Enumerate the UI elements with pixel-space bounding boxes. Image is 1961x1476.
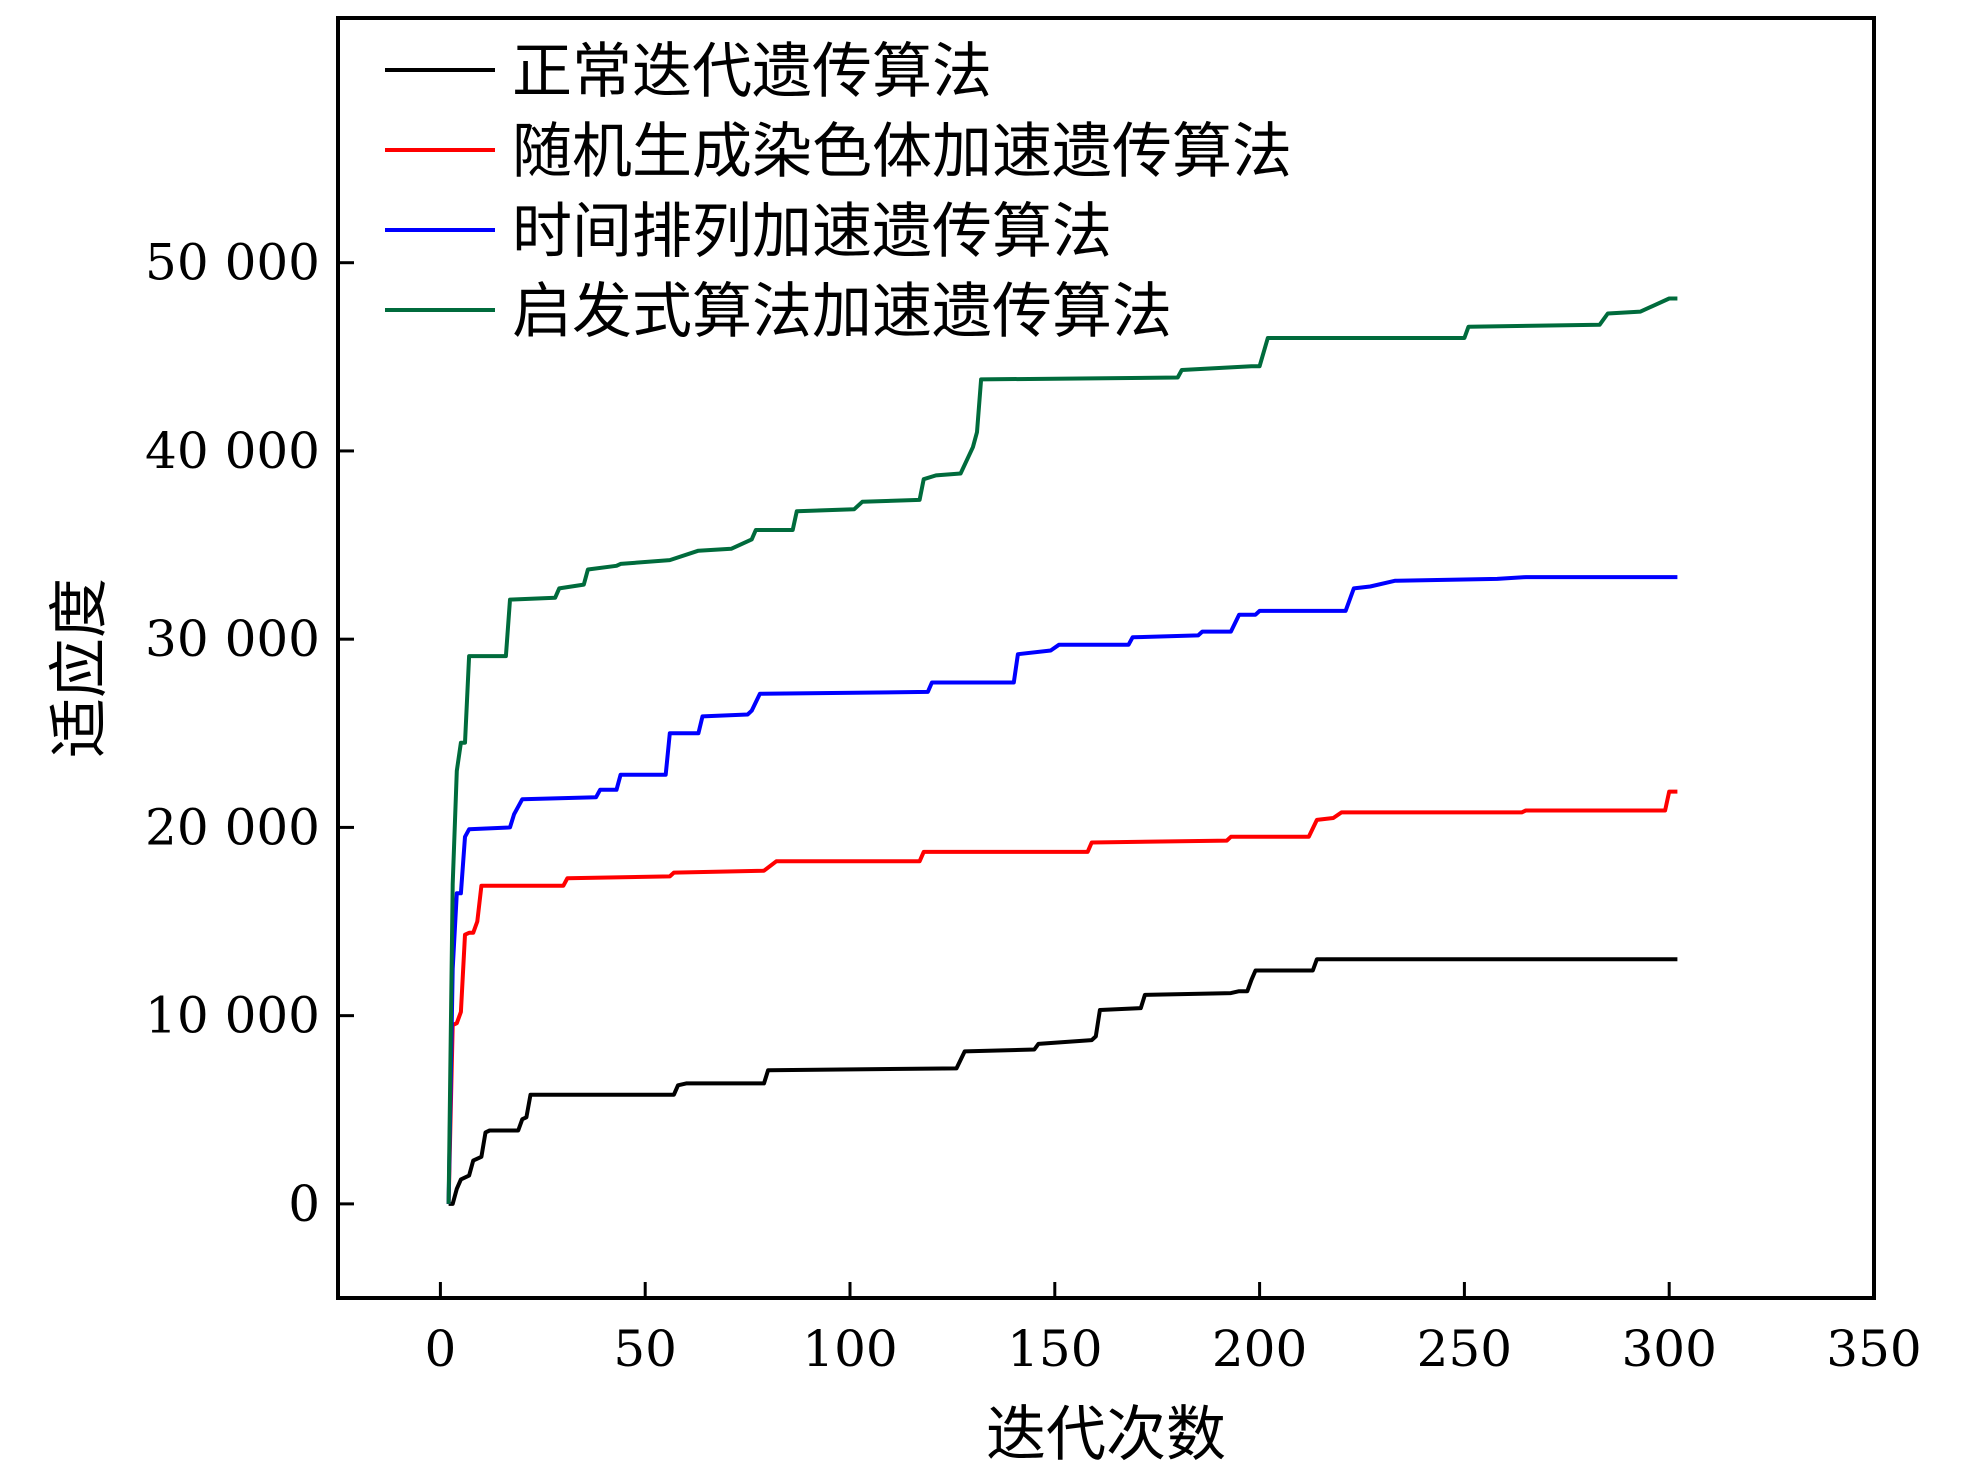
x-tick-label: 350 (1826, 1320, 1921, 1378)
legend-label-2: 随机生成染色体加速遗传算法 (512, 117, 1292, 187)
plot-frame (336, 16, 1876, 1300)
legend-label-3: 时间排列加速遗传算法 (512, 197, 1112, 267)
series-line-3 (446, 575, 1678, 1204)
y-tick-label: 40 000 (145, 422, 320, 480)
y-tick-label: 0 (288, 1175, 320, 1233)
y-tick-label: 30 000 (145, 610, 320, 668)
series-line-2 (446, 789, 1678, 1204)
y-tick-label: 10 000 (145, 987, 320, 1045)
series-lines (446, 296, 1678, 1206)
series-line-1 (448, 957, 1678, 1206)
x-tick-label: 200 (1212, 1320, 1307, 1378)
x-tick-label: 250 (1417, 1320, 1512, 1378)
legend-label-1: 正常迭代遗传算法 (512, 37, 992, 107)
x-tick-label: 150 (1007, 1320, 1102, 1378)
y-axis-title: 适应度 (45, 578, 115, 758)
x-tick-label: 50 (613, 1320, 677, 1378)
legend: 正常迭代遗传算法随机生成染色体加速遗传算法时间排列加速遗传算法启发式算法加速遗传… (385, 37, 1292, 347)
y-axis: 0 10 000 20 000 30 000 40 000 50 000 (145, 234, 354, 1233)
x-tick-label: 100 (802, 1320, 897, 1378)
legend-label-4: 启发式算法加速遗传算法 (512, 277, 1172, 347)
y-tick-label: 50 000 (145, 234, 320, 292)
y-tick-label: 20 000 (145, 798, 320, 856)
series-line-4 (446, 296, 1678, 1204)
x-tick-label: 300 (1621, 1320, 1716, 1378)
x-tick-label: 0 (424, 1320, 456, 1378)
x-axis: 0 50 100 150 200 250 300 350 (424, 1282, 1922, 1378)
x-axis-title: 迭代次数 (986, 1400, 1226, 1470)
